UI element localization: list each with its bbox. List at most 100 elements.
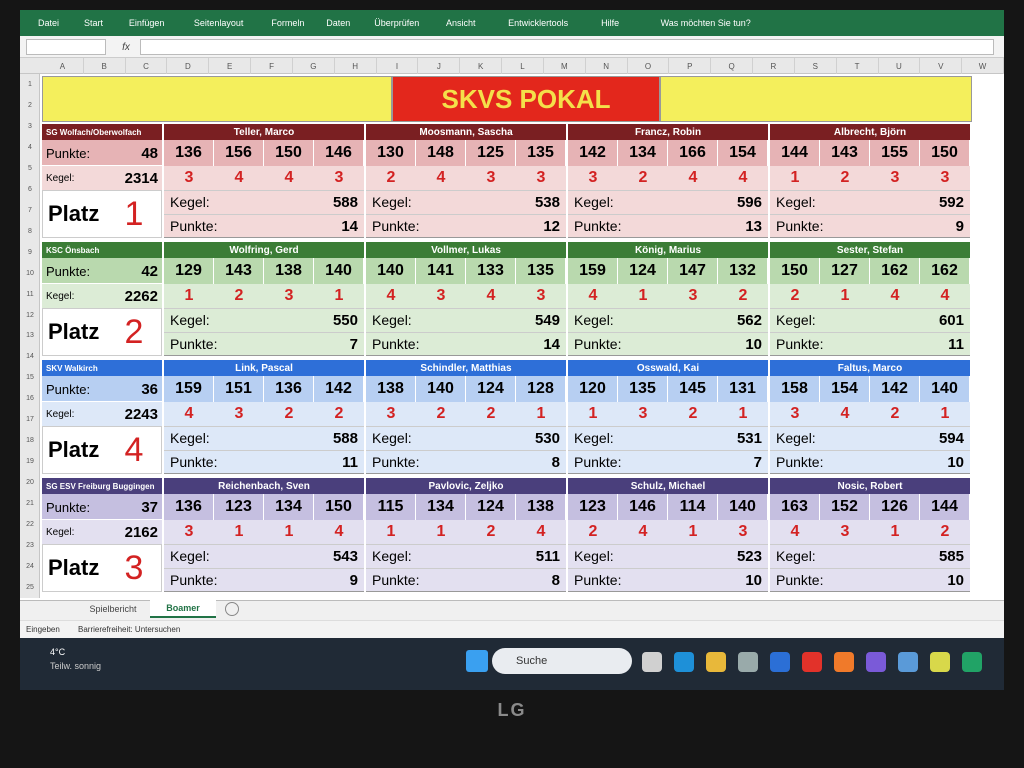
score: 129 (164, 258, 214, 284)
column-header: Q (711, 58, 754, 74)
ribbon-tab[interactable]: Hilfe (601, 18, 620, 28)
taskbar-icon[interactable] (962, 652, 982, 672)
punkte-row (770, 450, 970, 474)
status-text: Eingeben (26, 624, 60, 634)
formula-input[interactable] (140, 39, 994, 55)
score: 146 (314, 140, 364, 166)
label: Kegel: (372, 194, 412, 210)
sheet-tab[interactable]: Boamer (150, 600, 216, 618)
ribbon-tab[interactable]: Entwicklertools (508, 18, 569, 28)
player-kegel: 530 (534, 429, 560, 447)
taskbar-icon[interactable] (642, 652, 662, 672)
column-header: H (335, 58, 377, 74)
row-header: 20 (26, 479, 34, 487)
taskbar-icon[interactable] (706, 652, 726, 672)
fx-label: fx (122, 41, 130, 53)
ribbon-search[interactable]: Was möchten Sie tun? (660, 18, 751, 28)
start-button[interactable] (466, 650, 488, 672)
player-name: Sester, Stefan (770, 242, 970, 258)
score: 156 (214, 140, 264, 166)
points: 4 (718, 166, 768, 190)
team-kegel: 2243 (124, 405, 158, 423)
points: 3 (164, 520, 214, 544)
score: 144 (770, 140, 820, 166)
taskbar-icon[interactable] (834, 652, 854, 672)
score: 140 (416, 376, 466, 402)
ribbon-tab[interactable]: Ansicht (445, 18, 476, 28)
ribbon-tab[interactable]: Datei (37, 18, 59, 28)
player-name: Pavlovic, Zeljko (366, 478, 566, 494)
ribbon-tab[interactable]: Daten (326, 18, 351, 28)
team-punkte: 42 (141, 262, 158, 280)
punkte-row (770, 214, 970, 238)
ribbon-tab[interactable]: Überprüfen (374, 18, 420, 28)
score: 136 (164, 494, 214, 520)
player-kegel: 588 (332, 193, 358, 211)
kegel-row (568, 426, 768, 450)
add-sheet[interactable] (225, 602, 239, 616)
punkte-row (568, 332, 768, 356)
taskbar-icon[interactable] (898, 652, 918, 672)
points: 1 (214, 520, 264, 544)
taskbar-search[interactable]: Suche (492, 648, 632, 674)
score: 142 (314, 376, 364, 402)
score: 134 (416, 494, 466, 520)
ribbon-tab[interactable]: Formeln (271, 18, 305, 28)
taskbar-icon[interactable] (866, 652, 886, 672)
row-header: 8 (28, 227, 32, 235)
taskbar-icon[interactable] (674, 652, 694, 672)
sheet-tab[interactable]: Spielbericht (89, 604, 137, 614)
ribbon-tab[interactable]: Seitenlayout (193, 18, 244, 28)
points: 3 (416, 284, 466, 308)
score: 127 (820, 258, 870, 284)
punkte-row (366, 568, 566, 592)
column-header: R (753, 58, 795, 74)
row-header: 5 (28, 164, 32, 172)
score: 140 (366, 258, 416, 284)
punkte-row (568, 450, 768, 474)
player-punkte: 7 (753, 453, 762, 471)
label: Kegel: (776, 430, 816, 446)
kegel-row (770, 190, 970, 214)
points: 3 (820, 520, 870, 544)
column-header: C (126, 58, 168, 74)
score: 150 (314, 494, 364, 520)
team-platz: 3 (124, 548, 144, 587)
score: 150 (264, 140, 314, 166)
punkte-row (366, 450, 566, 474)
column-header: D (167, 58, 210, 74)
row-header: 3 (28, 122, 32, 130)
points: 2 (568, 520, 618, 544)
ribbon-tab[interactable]: Einfügen (128, 18, 165, 28)
points: 4 (366, 284, 416, 308)
points: 4 (314, 520, 364, 544)
points: 3 (366, 402, 416, 426)
player-kegel: 601 (938, 311, 964, 329)
player-kegel: 549 (534, 311, 560, 329)
score: 138 (264, 258, 314, 284)
score: 150 (920, 140, 970, 166)
player-name: Albrecht, Björn (770, 124, 970, 140)
taskbar-icon[interactable] (770, 652, 790, 672)
points: 3 (668, 284, 718, 308)
name-box[interactable] (26, 39, 106, 55)
team-platz: 1 (124, 194, 144, 233)
taskbar-icon[interactable] (930, 652, 950, 672)
points: 4 (466, 284, 516, 308)
row-header: 25 (26, 584, 34, 591)
taskbar-icon[interactable] (802, 652, 822, 672)
team-platz-row (42, 190, 162, 238)
screen: Datei Start Einfügen Seitenlayout Formeln Dat… (20, 10, 1004, 690)
taskbar-icon[interactable] (738, 652, 758, 672)
ribbon-tab[interactable]: Start (83, 18, 103, 28)
title: SKVS POKAL (392, 76, 660, 122)
score: 125 (466, 140, 516, 166)
points: 3 (920, 166, 970, 190)
row-header: 21 (26, 500, 34, 508)
row-header: 14 (26, 353, 34, 361)
punkte-row (366, 332, 566, 356)
punkte-row (770, 568, 970, 592)
label: Kegel: (372, 312, 412, 328)
column-header-bar (20, 58, 1004, 74)
